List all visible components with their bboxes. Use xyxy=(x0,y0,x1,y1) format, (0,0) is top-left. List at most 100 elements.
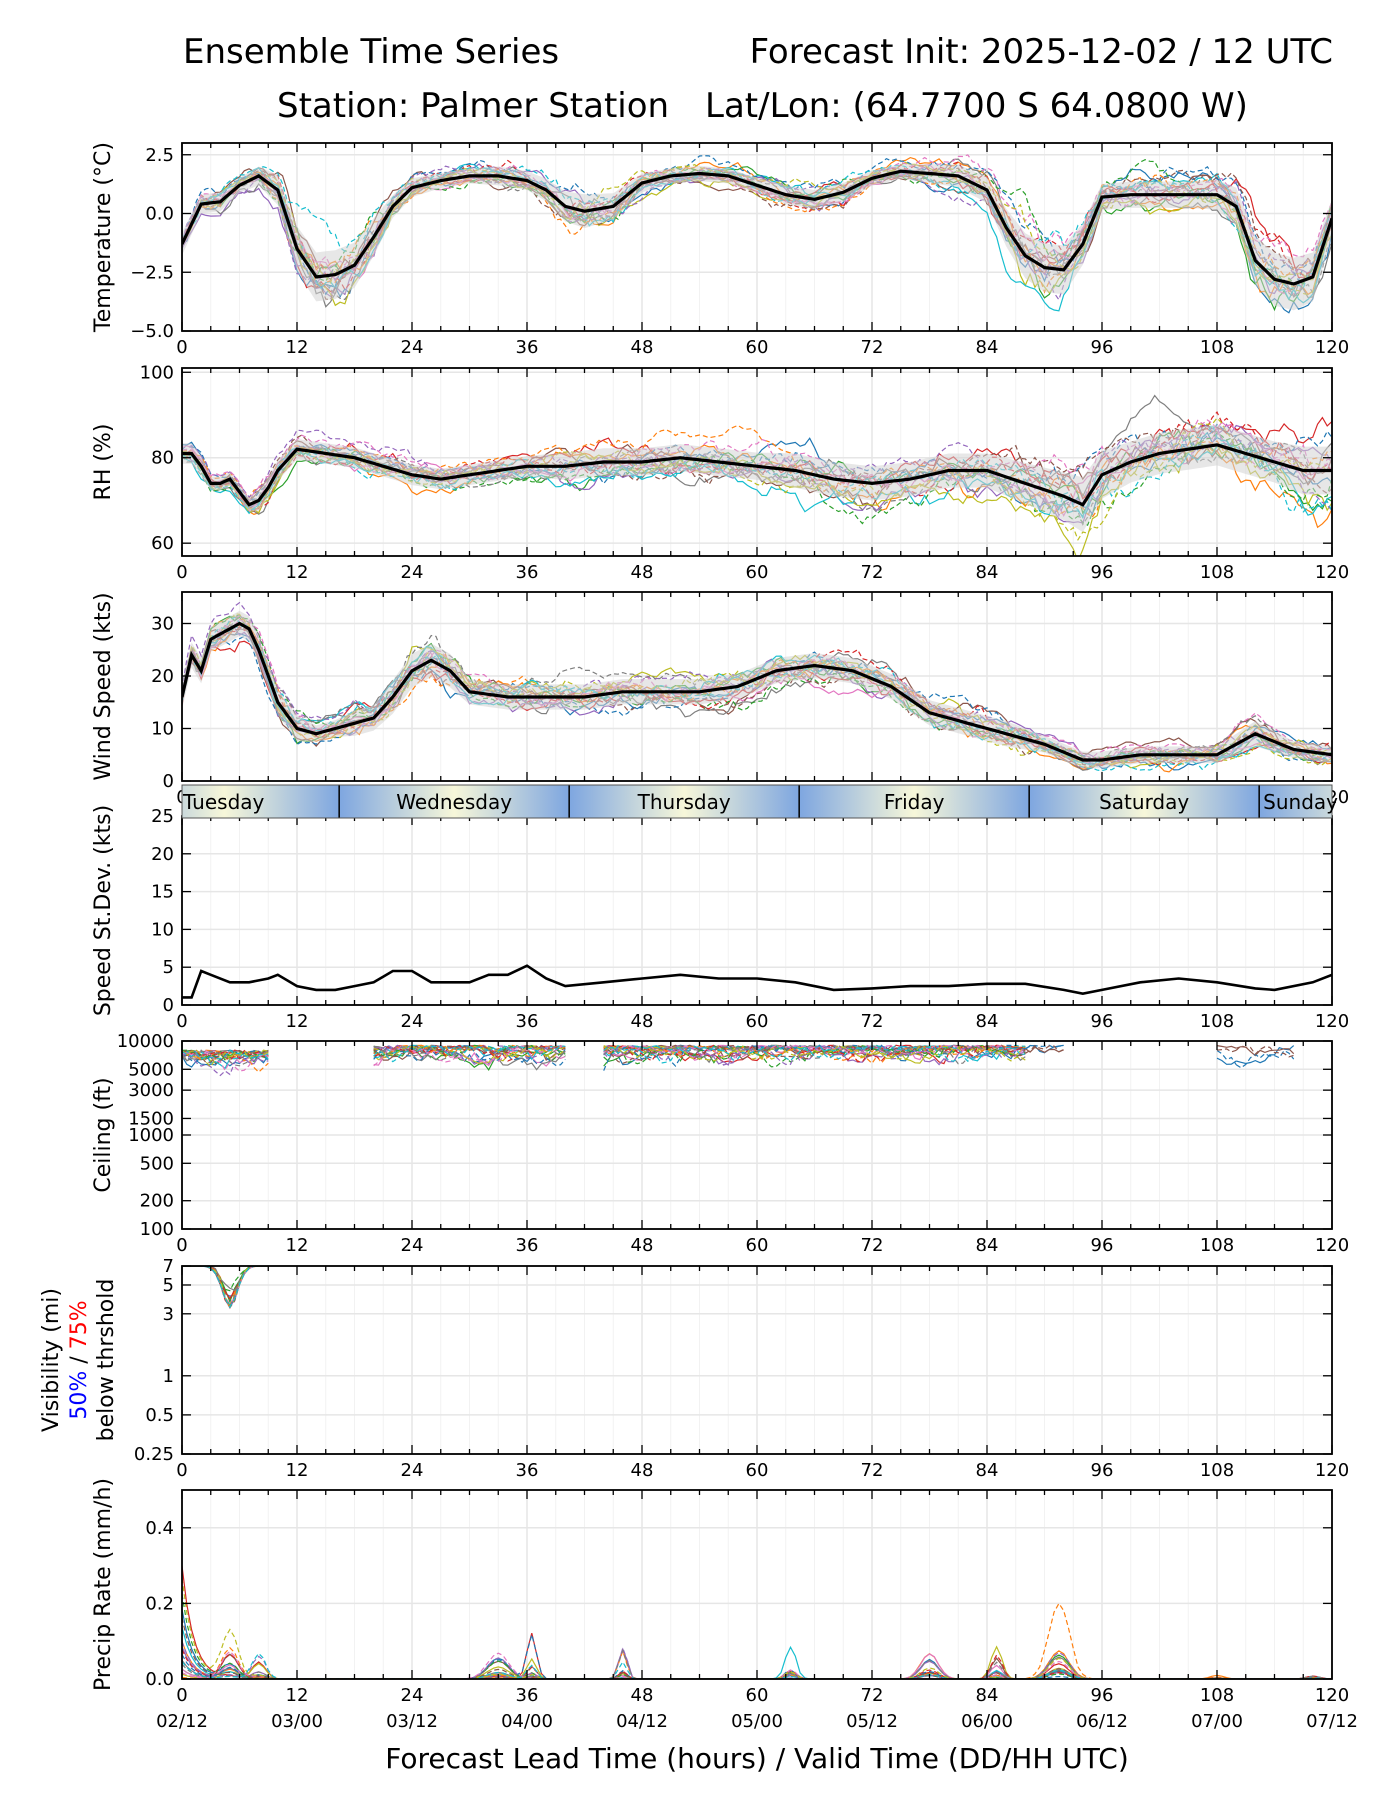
x-tick-label: 72 xyxy=(861,1685,884,1706)
x-tick-label: 96 xyxy=(1091,1235,1114,1256)
y-tick-label: 1 xyxy=(163,1366,174,1387)
series-group xyxy=(182,601,1332,773)
panel-precip: 0 12 24 36 48 60 72 84 96 108 120 0.0 0.2 0.4 Precip R… xyxy=(91,1478,1349,1706)
y-axis-label: RH (%) xyxy=(91,424,116,501)
member-line xyxy=(182,1266,269,1292)
day-label: Friday xyxy=(884,790,945,814)
valid-time-label: 07/00 xyxy=(1191,1711,1243,1732)
station-name: Station: Palmer Station xyxy=(277,86,670,126)
x-tick-label: 0 xyxy=(176,337,187,358)
x-tick-label: 12 xyxy=(286,562,309,583)
ensemble-mean-line xyxy=(182,443,1332,507)
y-tick-label: 20 xyxy=(151,666,174,687)
member-line xyxy=(182,1266,269,1310)
y-tick-label: −5.0 xyxy=(130,321,174,342)
y-tick-label: 7 xyxy=(163,1256,174,1277)
x-tick-label: 108 xyxy=(1200,562,1234,583)
spread-band xyxy=(182,424,1332,533)
member-line xyxy=(373,1045,566,1067)
member-line xyxy=(182,614,1332,759)
y-tick-label: 0.4 xyxy=(145,1518,174,1539)
std-dev-line xyxy=(182,964,1332,999)
y-tick-label: 1000 xyxy=(128,1125,174,1146)
y-tick-label: 0.5 xyxy=(145,1405,174,1426)
panel-vis: 0 12 24 36 48 60 72 84 96 108 120 0.25 0.5 1 3 57 Visibi… xyxy=(39,1256,1349,1481)
x-tick-label: 24 xyxy=(401,337,424,358)
y-axis-label: Temperature (°C) xyxy=(91,142,116,333)
day-label: Thursday xyxy=(637,790,731,814)
x-tick-label: 120 xyxy=(1315,1685,1349,1706)
grid xyxy=(181,592,1333,782)
x-tick-label: 48 xyxy=(631,1011,654,1032)
y-tick-label: 60 xyxy=(151,533,174,554)
y-axis-label: Visibility (mi) xyxy=(39,1288,64,1432)
y-tick-label: 5 xyxy=(163,957,174,978)
x-tick-label: 48 xyxy=(631,337,654,358)
grid xyxy=(181,1490,1333,1680)
member-line xyxy=(182,1049,269,1068)
day-segment xyxy=(799,785,1030,818)
x-tick-label: 24 xyxy=(401,1685,424,1706)
valid-time-label: 05/12 xyxy=(846,1711,898,1732)
x-tick-label: 96 xyxy=(1091,1011,1114,1032)
panel-rh: 0 12 24 36 48 60 72 84 96 108 120 60 80 100 RH (%) xyxy=(91,362,1349,583)
member-line xyxy=(603,1044,1026,1064)
x-tick-label: 72 xyxy=(861,1460,884,1481)
y-tick-label: 20 xyxy=(151,844,174,865)
x-tick-label: 0 xyxy=(176,1685,187,1706)
x-tick-label: 60 xyxy=(746,1685,769,1706)
member-line xyxy=(1216,1048,1237,1053)
series-group xyxy=(182,1044,1295,1077)
panel-ceil: 0 12 24 36 48 60 72 84 96 108 120 100 200 500 10001500… xyxy=(91,1031,1349,1256)
separator-label: / xyxy=(67,1349,92,1370)
station-latlon: Lat/Lon: (64.7700 S 64.0800 W) xyxy=(705,86,1248,126)
x-tick-label: 96 xyxy=(1091,562,1114,583)
y-axis-label: Ceiling (ft) xyxy=(91,1077,116,1192)
member-line xyxy=(373,1045,566,1067)
grid xyxy=(181,1040,1333,1230)
p50-label: 50% xyxy=(67,1371,92,1420)
day-segment xyxy=(339,785,570,818)
series-group xyxy=(182,154,1332,314)
day-band-segments xyxy=(182,785,1332,818)
member-line xyxy=(373,1044,566,1059)
day-segment xyxy=(1259,785,1332,818)
x-tick-label: 120 xyxy=(1315,562,1349,583)
y-tick-label: 0 xyxy=(163,771,174,792)
y-tick-label: 10 xyxy=(151,719,174,740)
y-tick-label: 100 xyxy=(140,362,174,383)
x-tick-label: 36 xyxy=(516,1685,539,1706)
y-tick-label: 0.0 xyxy=(145,204,174,225)
x-tick-label: 0 xyxy=(176,562,187,583)
x-tick-label: 60 xyxy=(746,337,769,358)
x-tick-label: 120 xyxy=(1315,1460,1349,1481)
y-tick-label: −2.5 xyxy=(130,262,174,283)
x-tick-label: 0 xyxy=(176,1011,187,1032)
grid xyxy=(181,143,1333,332)
grid xyxy=(181,815,1333,1006)
valid-time-label: 03/00 xyxy=(271,1711,323,1732)
x-tick-label: 0 xyxy=(176,1460,187,1481)
y-tick-label: 25 xyxy=(151,806,174,827)
x-tick-label: 72 xyxy=(861,337,884,358)
chart-title: Ensemble Time Series xyxy=(183,32,560,72)
x-tick-label: 12 xyxy=(286,1235,309,1256)
x-axis-label: Forecast Lead Time (hours) / Valid Time … xyxy=(385,1742,1129,1775)
day-segment xyxy=(182,785,340,818)
y-tick-label: 10000 xyxy=(117,1031,174,1052)
x-tick-label: 48 xyxy=(631,562,654,583)
day-label: Wednesday xyxy=(396,790,512,814)
x-tick-label: 12 xyxy=(286,1011,309,1032)
x-tick-label: 12 xyxy=(286,1460,309,1481)
x-tick-label: 36 xyxy=(516,1460,539,1481)
x-tick-label: 120 xyxy=(1315,1235,1349,1256)
x-tick-label: 60 xyxy=(746,1011,769,1032)
x-tick-label: 108 xyxy=(1200,1460,1234,1481)
x-tick-label: 108 xyxy=(1200,1235,1234,1256)
x-tick-label: 48 xyxy=(631,1460,654,1481)
member-line xyxy=(603,1044,1026,1065)
valid-time-label: 05/00 xyxy=(731,1711,783,1732)
valid-time-label: 06/12 xyxy=(1076,1711,1128,1732)
grid xyxy=(181,1265,1333,1455)
x-tick-label: 0 xyxy=(176,1235,187,1256)
